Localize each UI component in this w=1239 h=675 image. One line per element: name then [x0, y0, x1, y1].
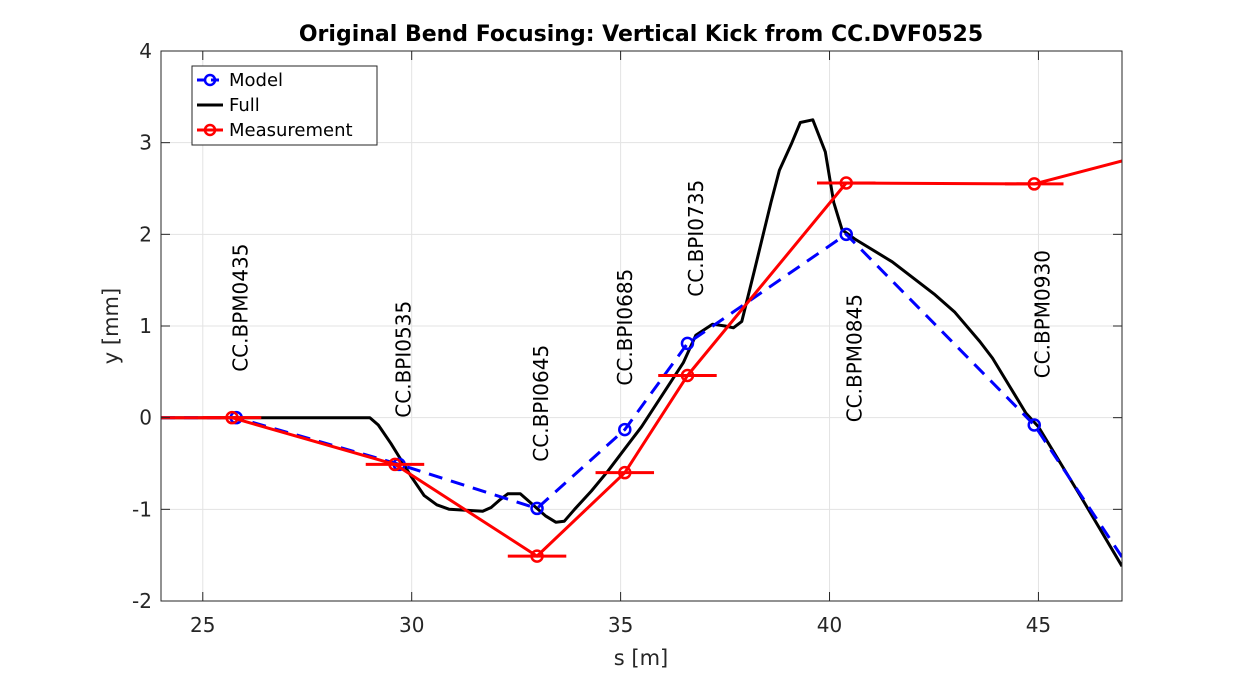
legend-marker-measurement [203, 123, 217, 137]
annotation-5: CC.BPM0845 [843, 294, 867, 422]
annotation-0: CC.BPM0435 [228, 244, 252, 372]
legend-label-model: Model [229, 70, 283, 91]
x-axis-label: s [m] [614, 646, 668, 670]
annotation-6: CC.BPM0930 [1031, 250, 1055, 378]
x-tick-label-3: 40 [817, 613, 842, 637]
y-tick-label-3: 1 [139, 314, 152, 338]
y-axis-label: y [mm] [99, 288, 123, 364]
legend-label-measurement: Measurement [229, 120, 353, 141]
marker-measurement-0 [225, 410, 239, 425]
series-line-model [161, 232, 1122, 558]
legend-label-full: Full [229, 95, 260, 116]
marker-model-3 [618, 422, 632, 437]
series-full [161, 118, 1122, 567]
marker-model-4 [680, 336, 695, 351]
x-tick-label-0: 25 [190, 613, 215, 637]
marker-model-6 [1027, 418, 1042, 432]
marker-measurement-6 [1027, 177, 1042, 191]
y-tick-label-2: 0 [139, 406, 152, 430]
series-line-full [161, 118, 1122, 567]
marker-measurement-4 [680, 368, 695, 383]
x-tick-label-2: 35 [608, 613, 633, 637]
annotation-1: CC.BPI0535 [391, 301, 415, 418]
y-tick-label-6: 4 [139, 39, 152, 63]
marker-model-5 [839, 227, 853, 242]
annotation-4: CC.BPI0735 [684, 180, 708, 297]
chart-title: Original Bend Focusing: Vertical Kick fr… [299, 22, 983, 47]
marker-measurement-2 [530, 549, 544, 563]
y-tick-label-5: 3 [139, 131, 152, 155]
annotation-layer: CC.BPM0435 CC.BPI0535 CC.BPI0645 CC.BPI0685… [228, 180, 1054, 462]
legend-marker-model [203, 73, 217, 87]
marker-measurement-1 [388, 457, 402, 472]
y-tick-label-4: 2 [139, 222, 152, 246]
series-measurement [161, 159, 1122, 563]
series-layer [161, 118, 1122, 567]
marker-measurement-5 [839, 176, 853, 190]
x-tick-label-1: 30 [399, 613, 424, 637]
y-tick-label-1: -1 [132, 497, 152, 521]
annotation-3: CC.BPI0685 [613, 269, 637, 386]
marker-measurement-3 [618, 465, 632, 480]
marker-model-2 [530, 501, 544, 516]
legend-box [191, 65, 378, 146]
x-tick-label-4: 45 [1026, 613, 1051, 637]
annotation-2: CC.BPI0645 [529, 345, 553, 462]
y-tick-label-0: -2 [132, 589, 152, 613]
legend: Model Full Measurement [191, 65, 378, 146]
tick-layer: 25 30 35 40 45 -2 -1 0 1 2 3 4 [132, 39, 1122, 637]
